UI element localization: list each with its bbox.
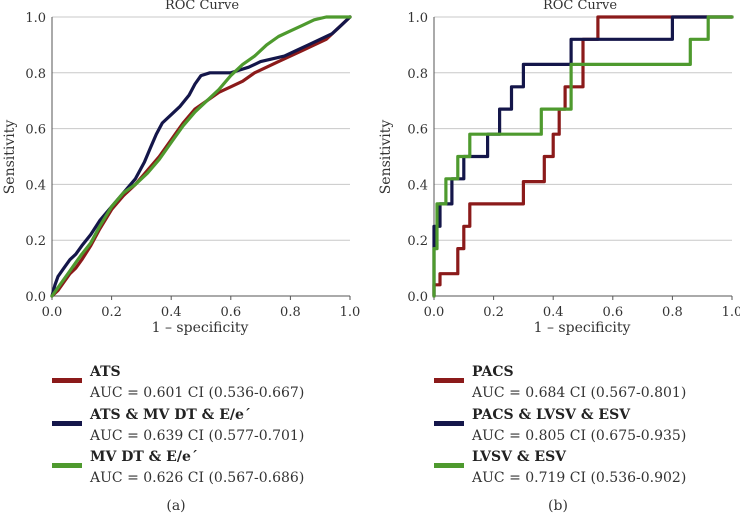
x-tick-label: 0.4: [543, 305, 564, 320]
x-axis-label: 1 – specificity: [152, 320, 249, 336]
y-tick-label: 0.0: [407, 290, 428, 305]
legend-auc: AUC = 0.684 CI (0.567-0.801): [471, 385, 686, 401]
legend-swatch: [434, 463, 464, 468]
x-axis-label: 1 – specificity: [534, 320, 631, 336]
chart-title: ROC Curve: [165, 0, 239, 13]
x-tick-label: 0.2: [483, 305, 504, 320]
legend-swatch: [52, 421, 82, 426]
legend-swatch: [434, 378, 464, 383]
legend: PACS AUC = 0.684 CI (0.567-0.801) PACS &…: [434, 364, 686, 486]
legend-entry: ATS & MV DT & E/e´ AUC = 0.639 CI (0.577…: [52, 407, 304, 444]
y-axis-label: Sensitivity: [2, 120, 18, 195]
x-tick-label: 0.8: [280, 305, 301, 320]
legend-series-name: PACS & LVSV & ESV: [472, 407, 631, 423]
legend-entry: PACS & LVSV & ESV AUC = 0.805 CI (0.675-…: [434, 407, 686, 444]
legend-auc: AUC = 0.626 CI (0.567-0.686): [89, 470, 304, 486]
legend-auc: AUC = 0.639 CI (0.577-0.701): [89, 428, 304, 444]
legend-entry: LVSV & ESV AUC = 0.719 CI (0.536-0.902): [434, 449, 686, 486]
y-tick-label: 0.2: [407, 234, 428, 249]
panel-caption: (a): [166, 498, 185, 514]
y-tick-label: 1.0: [25, 11, 46, 26]
legend-series-name: LVSV & ESV: [472, 449, 567, 465]
x-tick-label: 1.0: [340, 305, 361, 320]
roc-curve-line: [50, 15, 352, 298]
y-tick-label: 0.6: [25, 123, 46, 138]
roc-curve-line: [50, 15, 352, 298]
panel-a: ROC Curve Sensitivity 1 – specificity 0.…: [2, 0, 360, 514]
y-tick-label: 0.0: [25, 290, 46, 305]
y-tick-label: 1.0: [407, 11, 428, 26]
legend-swatch: [52, 378, 82, 383]
legend-auc: AUC = 0.719 CI (0.536-0.902): [471, 470, 686, 486]
legend-series-name: MV DT & E/e´: [90, 449, 198, 465]
plot-area: 0.0 0.2 0.4 0.6 0.8 1.0 0.0 0.2 0.4 0.6 0.8 1.0: [25, 11, 360, 320]
y-axis-label: Sensitivity: [378, 120, 394, 195]
legend-series-name: ATS: [89, 364, 121, 380]
legend-swatch: [434, 421, 464, 426]
panel-b: ROC Curve Sensitivity 1 – specificity 0.…: [378, 0, 740, 514]
plot-area: 0.0 0.2 0.4 0.6 0.8 1.0 0.0 0.2 0.4 0.6 0.8 1.0: [407, 11, 740, 320]
y-tick-label: 0.8: [25, 67, 46, 82]
x-tick-label: 1.0: [722, 305, 740, 320]
legend: ATS AUC = 0.601 CI (0.536-0.667) ATS & M…: [52, 364, 304, 486]
legend-entry: PACS AUC = 0.684 CI (0.567-0.801): [434, 364, 686, 401]
legend-entry: MV DT & E/e´ AUC = 0.626 CI (0.567-0.686…: [52, 449, 304, 486]
y-tick-label: 0.2: [25, 234, 46, 249]
y-tick-label: 0.4: [25, 178, 46, 193]
roc-curve-line: [50, 15, 352, 298]
x-tick-label: 0.8: [662, 305, 683, 320]
x-tick-label: 0.4: [161, 305, 182, 320]
x-tick-label: 0.2: [101, 305, 122, 320]
legend-entry: ATS AUC = 0.601 CI (0.536-0.667): [52, 364, 304, 401]
y-tick-label: 0.6: [407, 123, 428, 138]
x-tick-label: 0.0: [42, 305, 63, 320]
legend-series-name: PACS: [472, 364, 514, 380]
chart-title: ROC Curve: [543, 0, 617, 13]
roc-curve-line: [432, 15, 734, 298]
y-tick-label: 0.4: [407, 178, 428, 193]
x-tick-label: 0.6: [602, 305, 623, 320]
y-tick-label: 0.8: [407, 67, 428, 82]
panel-caption: (b): [548, 498, 568, 514]
legend-auc: AUC = 0.601 CI (0.536-0.667): [89, 385, 304, 401]
x-tick-label: 0.0: [424, 305, 445, 320]
roc-curve-line: [432, 15, 734, 298]
legend-swatch: [52, 463, 82, 468]
legend-auc: AUC = 0.805 CI (0.675-0.935): [471, 428, 686, 444]
x-tick-label: 0.6: [220, 305, 241, 320]
legend-series-name: ATS & MV DT & E/e´: [89, 407, 251, 423]
